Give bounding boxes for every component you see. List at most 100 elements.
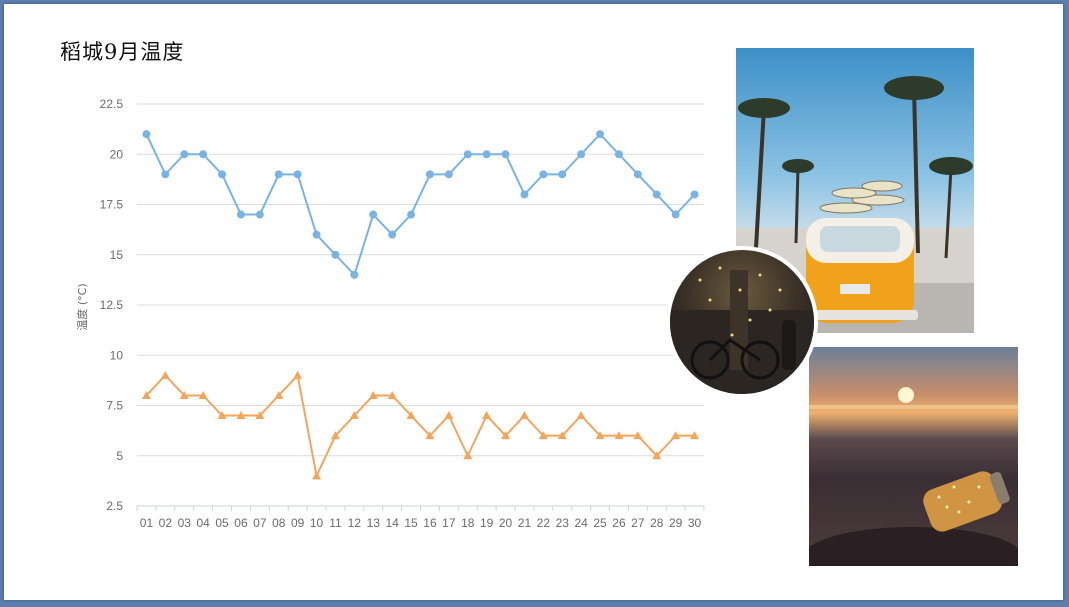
y-tick-label: 10	[110, 348, 124, 362]
data-point	[539, 170, 548, 179]
x-tick-label: 20	[499, 516, 513, 530]
data-point	[501, 431, 511, 440]
x-tick-label: 04	[196, 516, 210, 530]
data-point	[388, 230, 397, 239]
data-point	[425, 170, 434, 179]
x-tick-label: 27	[631, 516, 645, 530]
data-point	[387, 390, 397, 399]
x-tick-label: 08	[272, 516, 286, 530]
y-tick-label: 12.5	[100, 298, 124, 312]
data-point	[520, 190, 529, 199]
x-tick-label: 28	[650, 516, 664, 530]
data-point	[557, 431, 567, 440]
x-tick-label: 09	[291, 516, 305, 530]
data-point	[633, 431, 643, 440]
x-tick-label: 24	[574, 516, 588, 530]
x-tick-label: 03	[178, 516, 192, 530]
data-point	[595, 431, 605, 440]
data-point	[425, 431, 435, 440]
data-point	[614, 150, 623, 159]
x-tick-label: 06	[234, 516, 248, 530]
data-point	[369, 210, 378, 219]
data-point	[160, 370, 170, 379]
x-tick-label: 05	[215, 516, 229, 530]
x-tick-label: 26	[612, 516, 626, 530]
data-point	[614, 431, 624, 440]
data-point	[179, 390, 189, 399]
data-point	[577, 150, 586, 159]
x-tick-label: 30	[688, 516, 702, 530]
x-tick-label: 19	[480, 516, 494, 530]
y-tick-label: 22.5	[100, 97, 124, 111]
data-point	[444, 170, 453, 179]
x-tick-label: 17	[442, 516, 456, 530]
temperature-line-chart: 2.5 5 7.5 10 12.5 15 17.5 20 22.5 01 02 03 04 05 06 07 0…	[75, 97, 705, 530]
data-point	[350, 270, 359, 279]
data-point	[331, 250, 340, 259]
y-axis-label: 温度 (°C)	[75, 283, 89, 330]
data-point	[482, 150, 491, 159]
data-point	[652, 451, 662, 460]
data-point	[142, 130, 151, 139]
data-point	[180, 150, 189, 159]
x-tick-label: 25	[593, 516, 607, 530]
x-tick-label: 23	[556, 516, 570, 530]
data-point	[406, 411, 416, 420]
data-point	[463, 150, 472, 159]
data-point	[255, 210, 264, 219]
x-tick-label: 29	[669, 516, 683, 530]
data-point	[218, 170, 227, 179]
y-tick-label: 17.5	[100, 198, 124, 212]
beach-van-photo	[736, 48, 974, 333]
data-point	[349, 411, 359, 420]
tree-lights-photo	[666, 246, 818, 398]
data-point	[576, 411, 586, 420]
x-tick-label: 11	[329, 516, 342, 530]
data-point	[538, 431, 548, 440]
data-point	[407, 210, 416, 219]
x-tick-label: 10	[310, 516, 324, 530]
data-point	[293, 170, 302, 179]
y-tick-label: 7.5	[106, 399, 123, 413]
data-point	[519, 411, 529, 420]
x-tick-label: 02	[159, 516, 173, 530]
data-point	[312, 230, 321, 239]
x-tick-label: 22	[537, 516, 551, 530]
data-point	[274, 170, 283, 179]
data-point	[558, 170, 567, 179]
y-tick-label: 2.5	[106, 499, 123, 513]
x-tick-label: 13	[367, 516, 381, 530]
series-line-1	[145, 133, 696, 276]
data-point	[236, 411, 246, 420]
data-point	[596, 130, 605, 139]
data-point	[312, 471, 322, 480]
data-point	[217, 411, 227, 420]
data-point	[198, 390, 208, 399]
x-tick-label: 16	[423, 516, 437, 530]
data-point	[199, 150, 208, 159]
data-point	[690, 431, 700, 440]
x-tick-label: 14	[385, 516, 399, 530]
x-tick-label: 07	[253, 516, 267, 530]
data-point	[255, 411, 265, 420]
data-point	[482, 411, 492, 420]
data-point	[141, 390, 151, 399]
data-point	[652, 190, 661, 199]
data-point	[293, 370, 303, 379]
data-point	[671, 431, 681, 440]
data-point	[444, 411, 454, 420]
data-point	[690, 190, 699, 199]
sunset-jar-photo	[809, 347, 1018, 566]
data-point	[368, 390, 378, 399]
y-tick-label: 5	[116, 449, 123, 463]
x-tick-label: 21	[518, 516, 532, 530]
chart-title: 稻城9月温度	[60, 40, 185, 64]
x-tick-label: 18	[461, 516, 475, 530]
data-point	[161, 170, 170, 179]
data-point	[463, 451, 473, 460]
y-tick-label: 15	[110, 248, 124, 262]
x-tick-label: 01	[140, 516, 154, 530]
data-point	[501, 150, 510, 159]
series-line-2	[145, 374, 695, 477]
data-point	[633, 170, 642, 179]
